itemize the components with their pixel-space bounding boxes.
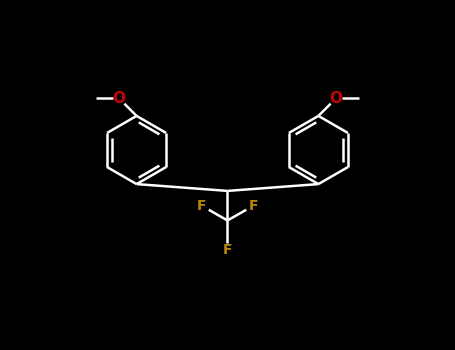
Text: O: O bbox=[112, 91, 126, 106]
Text: O: O bbox=[329, 91, 343, 106]
Text: F: F bbox=[248, 199, 258, 213]
Text: F: F bbox=[197, 199, 207, 213]
Text: F: F bbox=[223, 243, 232, 257]
